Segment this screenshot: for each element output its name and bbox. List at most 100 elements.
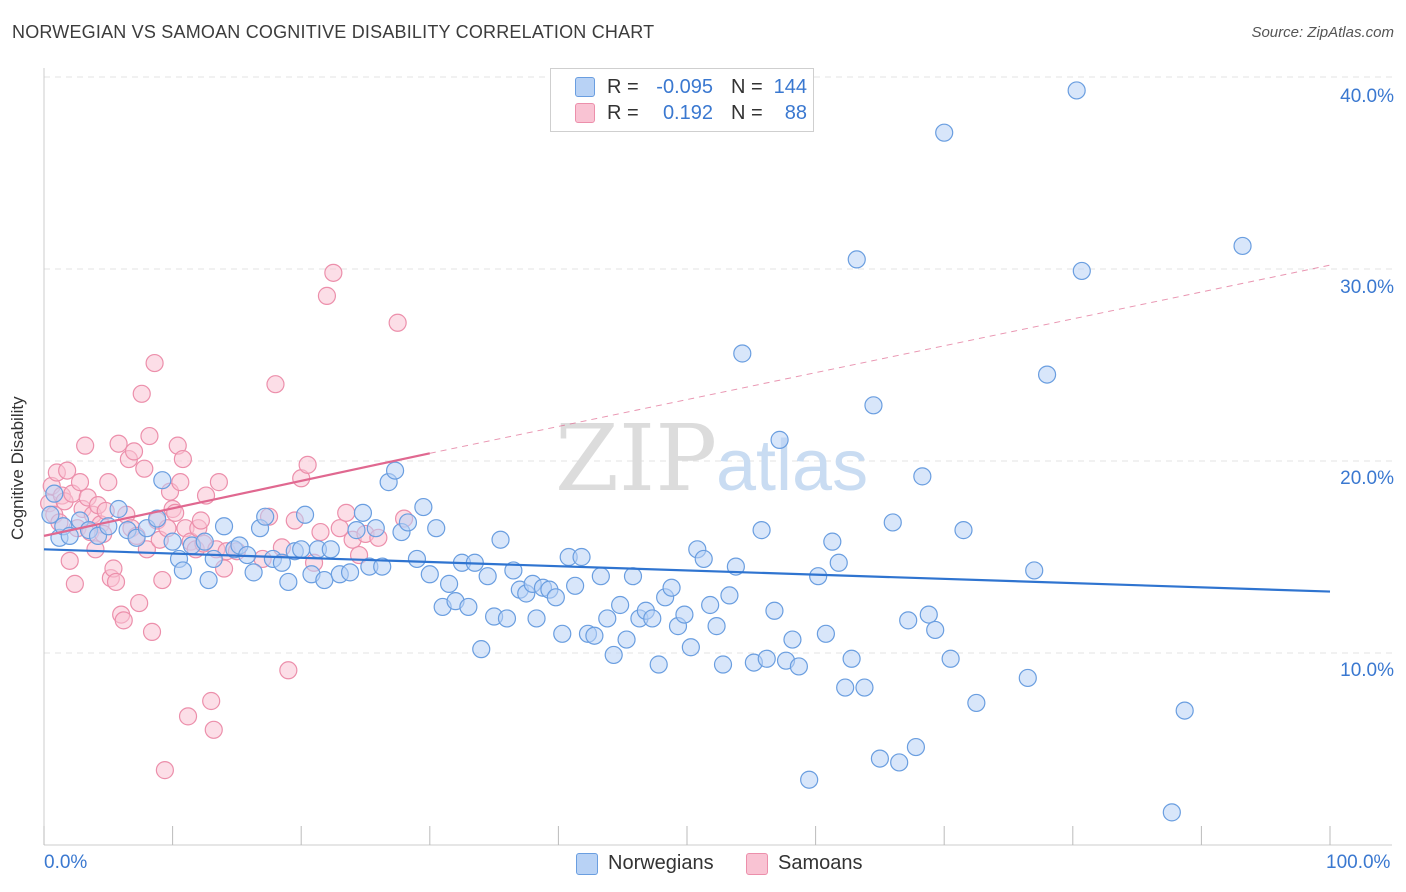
data-point xyxy=(553,624,572,643)
watermark: ZIP atlas xyxy=(555,405,868,512)
data-point xyxy=(504,561,523,580)
data-point xyxy=(546,588,565,607)
data-point xyxy=(199,570,218,590)
data-point xyxy=(142,622,162,641)
axes xyxy=(43,68,1392,846)
data-point xyxy=(765,601,784,620)
data-point xyxy=(295,505,315,524)
data-point xyxy=(340,563,360,582)
data-point xyxy=(214,517,234,536)
r-label: R = xyxy=(607,75,639,98)
data-point xyxy=(99,473,118,492)
data-point xyxy=(45,484,64,503)
data-point xyxy=(623,567,643,586)
data-point xyxy=(1025,561,1044,580)
data-point xyxy=(109,434,128,453)
r-label: R = xyxy=(607,101,639,124)
y-tick-label: 20.0% xyxy=(1340,468,1394,489)
data-point xyxy=(132,384,151,403)
data-point xyxy=(279,661,298,680)
data-point xyxy=(41,505,60,524)
data-point xyxy=(317,286,337,305)
samoan-swatch xyxy=(575,103,595,123)
data-point xyxy=(106,572,126,592)
correlation-legend: R = -0.095 N = 144 R = 0.192 N = 88 xyxy=(550,68,814,132)
data-point xyxy=(883,513,902,532)
data-point xyxy=(407,549,427,569)
data-point xyxy=(171,473,190,492)
data-point xyxy=(315,570,334,590)
watermark-zip: ZIP xyxy=(555,405,717,512)
data-point xyxy=(173,449,192,469)
data-point xyxy=(298,455,317,474)
data-point xyxy=(800,770,819,789)
n-label: N = xyxy=(731,101,763,124)
data-point xyxy=(789,657,808,676)
data-point xyxy=(701,595,720,615)
legend-label: Norwegians xyxy=(608,852,714,874)
data-point xyxy=(617,630,636,649)
data-point xyxy=(1018,668,1037,688)
y-tick-label: 10.0% xyxy=(1340,660,1394,681)
data-point xyxy=(124,442,144,461)
data-point xyxy=(155,761,174,780)
data-point xyxy=(292,540,311,559)
legend-item-norwegians: Norwegians xyxy=(576,852,714,875)
data-point xyxy=(204,549,223,569)
data-point xyxy=(713,655,733,674)
data-point xyxy=(527,609,546,628)
data-point xyxy=(855,678,874,697)
data-point xyxy=(202,691,221,711)
data-point xyxy=(65,574,84,593)
data-point xyxy=(195,532,214,551)
data-point xyxy=(585,626,604,645)
norwegian-trend-line xyxy=(43,548,1331,593)
data-point xyxy=(1037,365,1057,384)
data-point xyxy=(1072,261,1091,281)
data-point xyxy=(140,426,159,446)
data-point xyxy=(572,547,591,567)
data-point xyxy=(913,467,932,486)
data-point xyxy=(694,549,713,569)
data-point xyxy=(604,645,623,665)
data-point xyxy=(870,749,890,768)
data-point xyxy=(204,720,223,739)
data-point xyxy=(899,611,918,630)
chart-title: NORWEGIAN VS SAMOAN COGNITIVE DISABILITY… xyxy=(12,22,655,42)
data-point xyxy=(385,461,405,480)
data-point xyxy=(890,753,909,772)
data-point xyxy=(163,532,182,551)
data-point xyxy=(373,557,392,576)
samoan-trend-extension xyxy=(429,264,1331,454)
samoan-swatch xyxy=(746,852,768,875)
data-point xyxy=(366,519,385,538)
data-point xyxy=(58,461,77,480)
data-point xyxy=(823,532,842,551)
n-value: 144 xyxy=(773,75,807,98)
series-legend: Norwegians Samoans xyxy=(0,850,1406,878)
data-point xyxy=(809,567,828,586)
data-point xyxy=(733,344,752,363)
data-point xyxy=(591,567,610,586)
data-point xyxy=(414,497,433,517)
data-point xyxy=(491,530,510,549)
data-point xyxy=(598,609,617,628)
grid-lines xyxy=(44,76,1392,654)
r-value: 0.192 xyxy=(662,101,713,124)
data-point xyxy=(1233,236,1252,256)
data-point xyxy=(209,473,228,492)
data-point xyxy=(70,473,90,492)
y-tick-label: 30.0% xyxy=(1340,277,1394,298)
data-point xyxy=(148,509,167,528)
data-point xyxy=(783,630,802,649)
data-point xyxy=(935,123,954,142)
data-point xyxy=(388,313,407,332)
data-point xyxy=(321,540,340,559)
x-axis-min-label: 0.0% xyxy=(44,852,88,873)
r-value: -0.095 xyxy=(656,75,713,98)
data-point xyxy=(497,609,517,628)
data-point xyxy=(173,561,192,580)
data-point xyxy=(478,567,497,586)
trend-lines xyxy=(43,264,1331,593)
samoan-trend-line xyxy=(43,452,431,537)
